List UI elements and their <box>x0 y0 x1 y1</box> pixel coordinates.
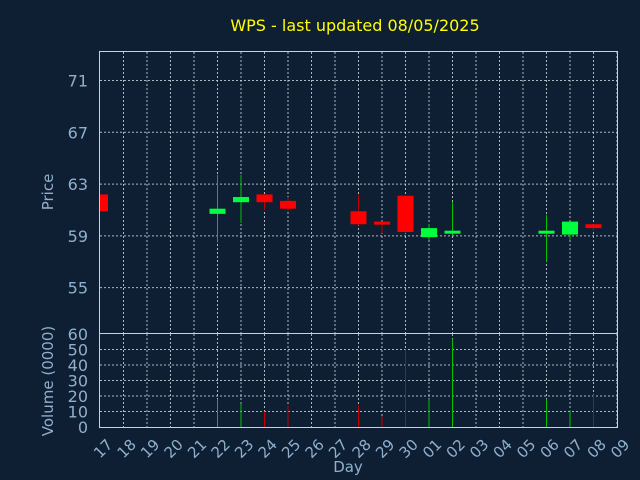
volume-tick-label: 50 <box>68 341 88 360</box>
x-tick-label: 20 <box>161 436 187 462</box>
candle-body <box>256 194 273 203</box>
volume-tick-label: 0 <box>78 418 88 437</box>
candle-body <box>280 200 296 209</box>
price-axis-label: Price <box>39 174 57 211</box>
price-tick-label: 55 <box>68 279 88 298</box>
x-tick-label: 01 <box>419 436 445 462</box>
candle-body <box>562 221 578 235</box>
candle-body <box>421 228 437 238</box>
volume-tick-label: 20 <box>68 387 88 406</box>
x-tick-label: 25 <box>278 436 304 462</box>
volume-tick-label: 40 <box>68 356 88 375</box>
volume-axis-label: Volume (0000) <box>39 326 57 436</box>
x-axis-label: Day <box>333 458 363 476</box>
price-tick-label: 71 <box>68 71 88 90</box>
x-tick-label: 09 <box>607 436 633 462</box>
volume-tick-label: 60 <box>68 325 88 344</box>
x-tick-label: 07 <box>560 436 586 462</box>
candle-body <box>350 211 367 225</box>
price-tick-label: 59 <box>68 227 88 246</box>
x-tick-label: 21 <box>184 436 210 462</box>
x-tick-label: 04 <box>490 436 516 462</box>
volume-layer <box>217 338 594 427</box>
candle-body <box>233 197 249 203</box>
candle-body <box>374 221 390 225</box>
candle-body <box>444 230 461 234</box>
x-tick-label: 08 <box>584 436 610 462</box>
tick-layer: 1718192021222324252627282930010203040506… <box>68 71 634 461</box>
candle-body <box>397 195 414 232</box>
x-tick-label: 06 <box>537 436 563 462</box>
volume-tick-label: 30 <box>68 372 88 391</box>
volume-tick-label: 10 <box>68 403 88 422</box>
x-tick-label: 05 <box>513 436 539 462</box>
candle-body <box>538 230 555 234</box>
x-tick-label: 30 <box>396 436 422 462</box>
x-tick-label: 23 <box>231 436 257 462</box>
x-tick-label: 19 <box>137 436 163 462</box>
x-tick-label: 17 <box>90 436 116 462</box>
price-tick-label: 67 <box>68 123 88 142</box>
x-tick-label: 26 <box>302 436 328 462</box>
chart-title: WPS - last updated 08/05/2025 <box>230 16 479 35</box>
x-tick-label: 18 <box>114 436 140 462</box>
x-tick-label: 03 <box>466 436 492 462</box>
candle-body <box>585 224 602 229</box>
price-tick-label: 63 <box>68 175 88 194</box>
x-tick-label: 02 <box>443 436 469 462</box>
grid-layer <box>100 52 618 427</box>
x-tick-label: 22 <box>208 436 234 462</box>
candle-layer <box>100 175 602 262</box>
x-tick-label: 29 <box>372 436 398 462</box>
candle-body <box>100 194 108 212</box>
x-tick-label: 24 <box>255 436 281 462</box>
candle-body <box>209 208 226 214</box>
volume-panel-frame <box>99 333 618 428</box>
